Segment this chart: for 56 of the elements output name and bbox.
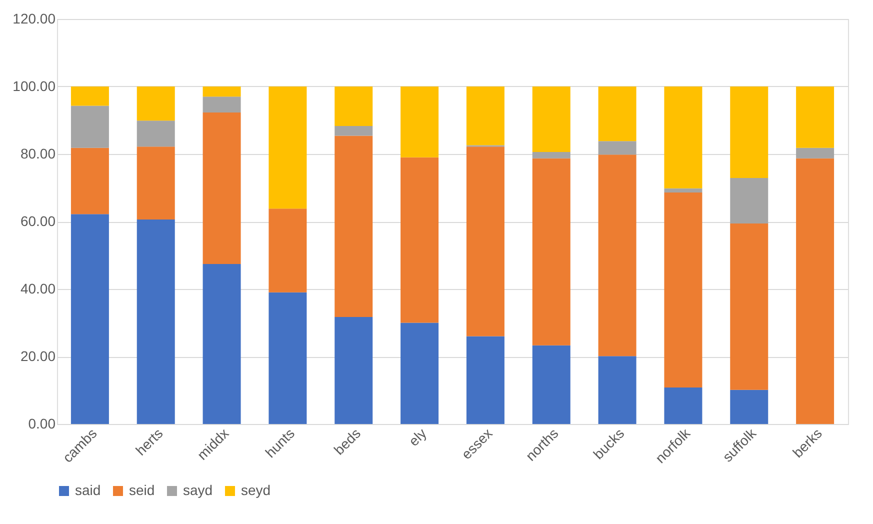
x-tick-label: ely bbox=[405, 425, 430, 450]
bar bbox=[334, 126, 373, 136]
bar bbox=[70, 86, 109, 106]
bar bbox=[598, 86, 636, 142]
bar bbox=[664, 192, 702, 388]
y-tick-label: 80.00 bbox=[20, 146, 56, 162]
bar bbox=[70, 148, 109, 214]
bar bbox=[598, 356, 636, 424]
bar bbox=[334, 136, 373, 318]
bar bbox=[532, 86, 570, 152]
y-tick-label: 20.00 bbox=[20, 348, 56, 364]
bar bbox=[202, 112, 241, 264]
bar bbox=[664, 188, 702, 192]
bar bbox=[730, 178, 768, 224]
bar bbox=[334, 86, 373, 126]
bar bbox=[730, 86, 768, 178]
bar bbox=[532, 345, 570, 424]
bar bbox=[268, 208, 307, 292]
y-tick-label: 0.00 bbox=[28, 416, 56, 432]
bar bbox=[202, 86, 241, 97]
bar bbox=[796, 86, 834, 148]
bar bbox=[730, 390, 768, 424]
bar bbox=[202, 264, 241, 424]
bar bbox=[598, 141, 636, 155]
bar bbox=[796, 148, 834, 158]
bar bbox=[202, 96, 241, 112]
bar bbox=[730, 224, 768, 390]
bar bbox=[532, 158, 570, 346]
bar bbox=[136, 86, 175, 121]
y-tick-label: 120.00 bbox=[12, 10, 56, 26]
bar bbox=[466, 146, 504, 336]
bar bbox=[136, 120, 175, 147]
bar bbox=[136, 219, 175, 424]
y-tick-label: 60.00 bbox=[20, 213, 56, 229]
bar bbox=[334, 317, 373, 424]
y-tick-label: 40.00 bbox=[20, 280, 56, 296]
bar bbox=[70, 214, 109, 424]
bar bbox=[598, 154, 636, 356]
bar bbox=[136, 146, 175, 220]
legend-label: sayd bbox=[183, 482, 213, 498]
bar bbox=[400, 322, 439, 424]
bar bbox=[664, 388, 702, 424]
bar bbox=[70, 106, 109, 148]
bar bbox=[532, 152, 570, 158]
legend-label: seyd bbox=[241, 482, 271, 498]
bar bbox=[268, 292, 307, 424]
legend-label: said bbox=[75, 482, 101, 498]
y-tick-label: 100.00 bbox=[12, 78, 56, 94]
bar bbox=[466, 86, 504, 146]
bar bbox=[400, 86, 439, 158]
legend-label: seid bbox=[129, 482, 155, 498]
bar bbox=[466, 336, 504, 424]
bar bbox=[796, 158, 834, 424]
bar bbox=[664, 86, 702, 188]
bar bbox=[400, 157, 439, 323]
bar bbox=[268, 86, 307, 209]
